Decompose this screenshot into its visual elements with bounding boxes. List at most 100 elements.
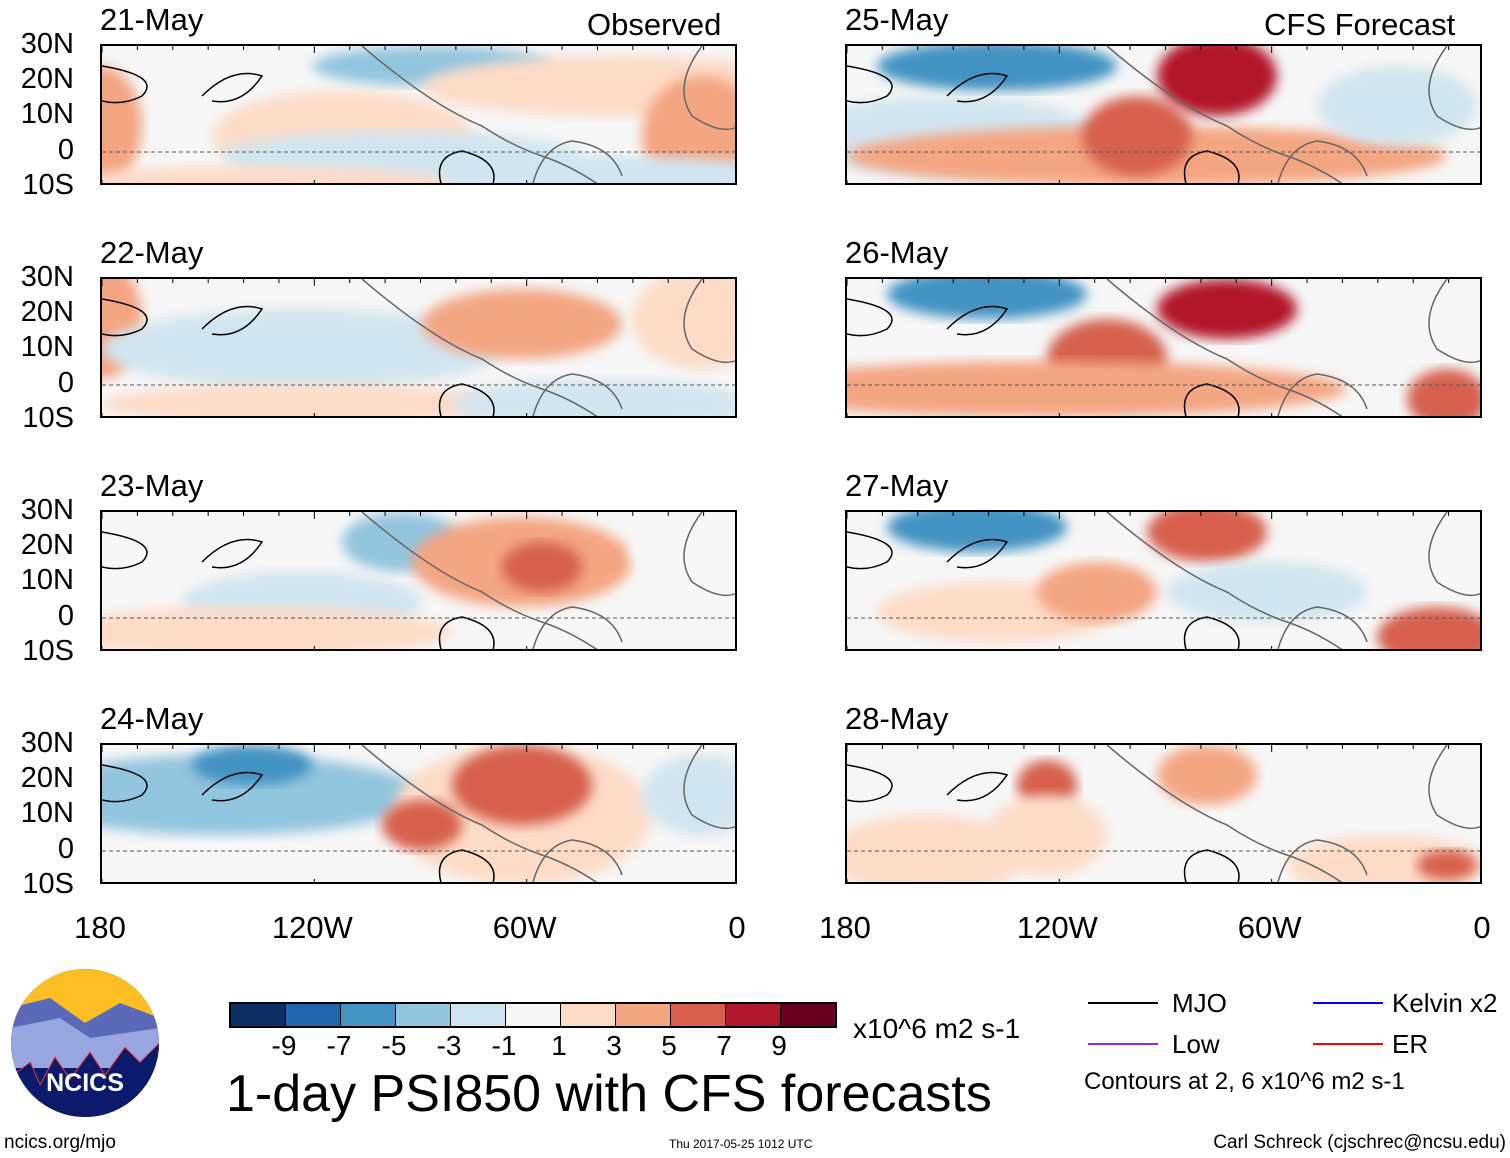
logo-text: NCICS <box>46 1069 124 1097</box>
coastline <box>361 279 735 416</box>
psi-anomaly-region <box>1157 279 1297 339</box>
lon-label: 120W <box>271 910 353 945</box>
map-panel <box>845 277 1482 418</box>
lat-label: 0 <box>57 832 74 865</box>
lat-label: 0 <box>57 133 74 166</box>
psi-anomaly-region <box>382 800 462 850</box>
psi-anomaly-region <box>1377 607 1480 649</box>
lat-label: 30N <box>20 727 74 759</box>
lat-label: 20N <box>20 63 74 96</box>
mjo-contour <box>102 298 495 416</box>
colorbar-label: 5 <box>661 1030 677 1061</box>
panel-date: 23-May <box>100 468 204 503</box>
lat-label: 20N <box>20 296 74 329</box>
psi-anomaly-region <box>1407 369 1480 416</box>
lat-label: 10N <box>20 564 74 597</box>
colorbar-swatch <box>726 1004 781 1026</box>
colorbar-swatch <box>561 1004 616 1026</box>
lat-label: 10S <box>22 168 74 201</box>
colorbar-swatch <box>506 1004 561 1026</box>
panel-date: 27-May <box>845 468 949 503</box>
contour-note: Contours at 2, 6 x10^6 m2 s-1 <box>1084 1068 1405 1095</box>
panel-date: 24-May <box>100 701 204 736</box>
legend-er: ER <box>1392 1029 1429 1059</box>
psi-anomaly-region <box>847 361 1347 416</box>
footer-url[interactable]: ncics.org/mjo <box>4 1132 116 1153</box>
psi-anomaly-region <box>192 745 312 785</box>
psi-anomaly-region <box>422 289 622 359</box>
ncics-logo: NCICS <box>11 969 159 1117</box>
legend-kelvin: Kelvin x2 <box>1392 988 1498 1018</box>
psi-anomaly-region <box>877 46 1117 91</box>
colorbar-swatch <box>231 1004 286 1026</box>
panel-date: 22-May <box>100 235 204 270</box>
psi-anomaly-region <box>1417 850 1477 880</box>
colorbar-swatch <box>616 1004 671 1026</box>
lat-label: 10S <box>22 867 74 900</box>
panel-date: 28-May <box>845 701 949 736</box>
psi-anomaly-region <box>1167 562 1367 622</box>
psi-anomaly-region <box>887 512 1067 552</box>
colorbar-label: 9 <box>771 1030 787 1061</box>
lon-label: 60W <box>1237 910 1302 945</box>
lat-label: 20N <box>20 762 74 795</box>
legend-kelvin-line <box>1313 1002 1383 1004</box>
psi-anomaly-region <box>402 156 735 183</box>
colorbar-swatch <box>451 1004 506 1026</box>
lat-label: 10N <box>20 331 74 364</box>
colorbar-label: -1 <box>491 1030 517 1061</box>
lat-label: 10N <box>20 98 74 131</box>
colorbar-units: x10^6 m2 s-1 <box>853 1013 1021 1044</box>
psi-anomaly-region <box>1157 46 1277 116</box>
psi-anomaly-region <box>102 384 502 416</box>
map-panel <box>100 44 737 185</box>
legend-er-line <box>1313 1043 1383 1045</box>
psi-anomaly-region <box>1082 96 1192 176</box>
psi-anomaly-region <box>1157 745 1257 805</box>
psi-anomaly-region <box>1037 562 1157 622</box>
colorbar-label: 3 <box>606 1030 622 1061</box>
psi-anomaly-region <box>642 755 735 835</box>
mjo-contour <box>102 65 495 183</box>
mjo-contour <box>847 65 1240 183</box>
psi-anomaly-region <box>887 279 1087 319</box>
lat-label: 10S <box>22 634 74 667</box>
mjo-contour <box>102 764 495 882</box>
figure-title: 1-day PSI850 with CFS forecasts <box>226 1065 992 1123</box>
psi-anomaly-region <box>102 66 142 183</box>
psi-anomaly-region <box>1147 512 1267 562</box>
coastline <box>1106 745 1480 882</box>
lat-label: 30N <box>20 261 74 293</box>
lon-label: 0 <box>1473 910 1491 945</box>
legend-mjo: MJO <box>1172 988 1227 1018</box>
colorbar-swatch <box>781 1004 835 1026</box>
colorbar-label: -3 <box>436 1030 462 1061</box>
map-panel <box>845 44 1482 185</box>
psi-anomaly-region <box>987 795 1107 875</box>
lon-label: 180 <box>819 910 871 945</box>
lat-label: 30N <box>20 28 74 60</box>
colorbar-label: 7 <box>716 1030 732 1061</box>
mjo-contour <box>847 764 1240 882</box>
observed-label: Observed <box>587 7 722 42</box>
colorbar-label: -7 <box>326 1030 352 1061</box>
colorbar-label: -9 <box>271 1030 297 1061</box>
mjo-contour <box>102 531 495 649</box>
map-panel <box>845 743 1482 884</box>
lon-label: 0 <box>728 910 746 945</box>
coastline <box>361 745 735 882</box>
map-panel <box>100 743 737 884</box>
coastline <box>361 46 735 183</box>
lat-label: 0 <box>57 599 74 632</box>
colorbar <box>229 1002 837 1028</box>
footer-timestamp: Thu 2017-05-25 1012 UTC <box>669 1137 813 1151</box>
coastline <box>1106 512 1480 649</box>
coastline <box>361 512 735 649</box>
lat-label: 0 <box>57 366 74 399</box>
coastline <box>1106 46 1480 183</box>
map-panel <box>100 277 737 418</box>
psi-anomaly-region <box>452 745 592 825</box>
colorbar-swatch <box>341 1004 396 1026</box>
lon-label: 60W <box>492 910 557 945</box>
